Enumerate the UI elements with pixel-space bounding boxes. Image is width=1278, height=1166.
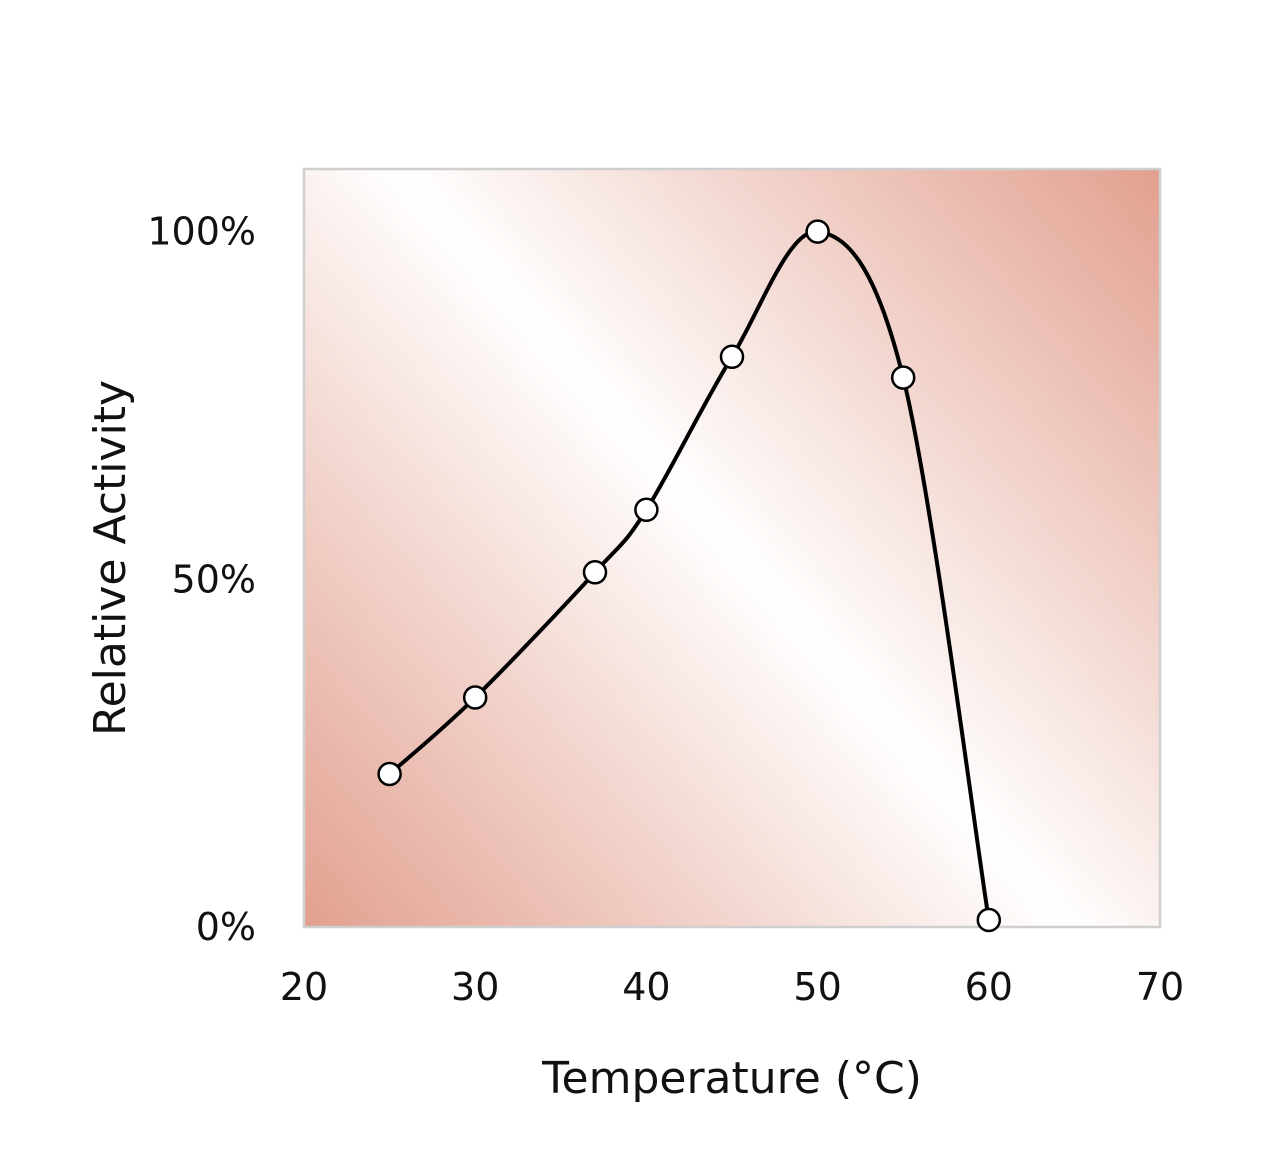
data-point — [634, 497, 659, 523]
x-axis-title: Temperature (°C) — [541, 1053, 922, 1104]
y-axis-title: Relative Activity — [85, 380, 136, 736]
data-point — [805, 219, 830, 244]
x-tick-label: 50 — [793, 965, 841, 1009]
data-point — [890, 365, 916, 390]
x-tick-label: 70 — [1136, 965, 1184, 1009]
data-point — [976, 907, 1002, 933]
x-axis-tick-labels: 20 30 40 50 60 70 — [280, 965, 1184, 1009]
data-point — [462, 685, 488, 710]
plot-frame — [302, 167, 1162, 929]
y-axis-tick-labels: 0% 50% 100% — [147, 210, 256, 949]
x-tick-label: 30 — [451, 965, 499, 1009]
data-point — [377, 761, 402, 787]
x-tick-label: 20 — [280, 965, 328, 1009]
y-tick-label: 50% — [172, 557, 256, 601]
series-layer — [377, 219, 1002, 933]
x-tick-label: 40 — [622, 965, 670, 1009]
data-point — [719, 344, 745, 370]
plot-area — [304, 169, 1160, 927]
y-tick-label: 100% — [147, 210, 256, 254]
x-tick-label: 60 — [965, 965, 1013, 1009]
y-tick-label: 0% — [196, 905, 256, 949]
data-point — [582, 560, 608, 585]
